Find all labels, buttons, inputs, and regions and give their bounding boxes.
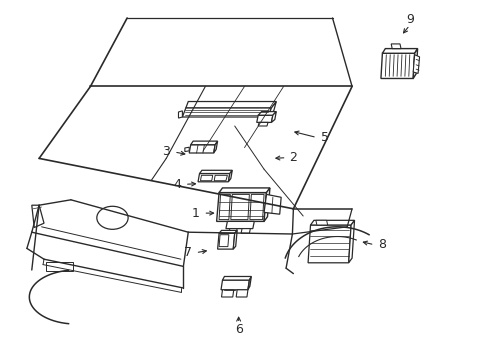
Polygon shape — [247, 276, 251, 290]
Polygon shape — [315, 220, 327, 225]
Polygon shape — [241, 229, 250, 233]
Text: 6: 6 — [234, 323, 242, 336]
Polygon shape — [233, 230, 237, 249]
Polygon shape — [213, 141, 217, 153]
Polygon shape — [310, 220, 354, 225]
Polygon shape — [258, 112, 276, 115]
Polygon shape — [228, 229, 237, 233]
Polygon shape — [382, 49, 417, 53]
Polygon shape — [264, 188, 269, 221]
Polygon shape — [219, 235, 228, 247]
Polygon shape — [219, 188, 269, 193]
Polygon shape — [258, 122, 267, 126]
Text: 1: 1 — [191, 207, 199, 220]
Text: 7: 7 — [184, 246, 192, 259]
Polygon shape — [348, 220, 354, 263]
Polygon shape — [185, 102, 276, 108]
Polygon shape — [221, 290, 233, 297]
Polygon shape — [216, 193, 266, 221]
Polygon shape — [199, 170, 232, 174]
Polygon shape — [214, 175, 227, 181]
Polygon shape — [198, 174, 229, 182]
Text: 9: 9 — [405, 13, 413, 26]
Polygon shape — [228, 170, 232, 182]
Text: 5: 5 — [321, 131, 328, 144]
Circle shape — [97, 206, 128, 229]
Polygon shape — [184, 147, 189, 152]
Polygon shape — [307, 225, 350, 263]
Polygon shape — [249, 194, 264, 220]
Polygon shape — [190, 141, 217, 145]
Text: 4: 4 — [173, 178, 181, 191]
Text: 8: 8 — [378, 238, 386, 251]
Polygon shape — [225, 221, 254, 229]
Polygon shape — [256, 115, 272, 122]
Polygon shape — [380, 53, 414, 78]
Polygon shape — [230, 194, 249, 220]
Text: 3: 3 — [162, 145, 170, 158]
Polygon shape — [222, 276, 251, 280]
Polygon shape — [412, 49, 417, 78]
Polygon shape — [32, 205, 44, 228]
Polygon shape — [221, 280, 249, 290]
Polygon shape — [189, 145, 215, 153]
Bar — [46, 262, 73, 271]
Polygon shape — [236, 290, 247, 297]
Polygon shape — [217, 233, 234, 249]
Polygon shape — [219, 194, 230, 220]
Polygon shape — [412, 55, 419, 73]
Polygon shape — [200, 175, 212, 181]
Polygon shape — [182, 108, 271, 117]
Text: 2: 2 — [289, 151, 297, 164]
Polygon shape — [267, 102, 276, 117]
Polygon shape — [219, 230, 237, 233]
Polygon shape — [264, 194, 281, 214]
Polygon shape — [390, 44, 400, 49]
Polygon shape — [178, 111, 182, 118]
Polygon shape — [271, 112, 276, 122]
